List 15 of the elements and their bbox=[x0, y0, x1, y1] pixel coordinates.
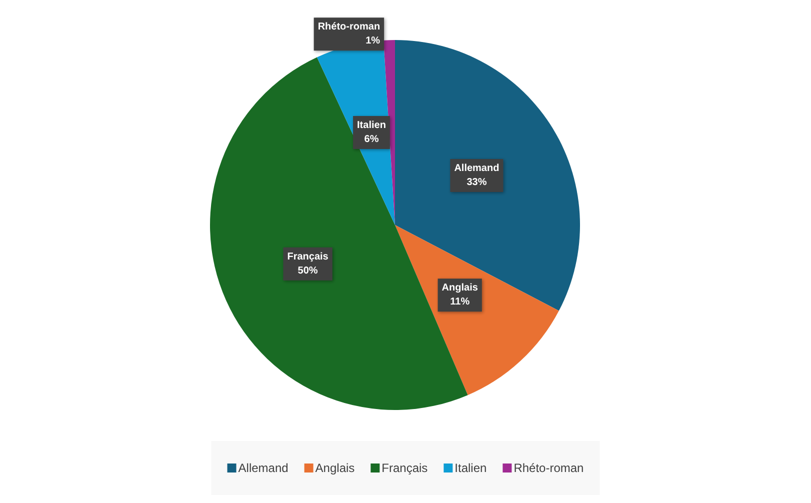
data-label: 11% bbox=[450, 296, 470, 308]
data-label: 1% bbox=[366, 36, 380, 47]
slice-label: Allemand bbox=[454, 163, 500, 174]
slice-label: Italien bbox=[357, 120, 386, 131]
data-label: 33% bbox=[466, 177, 487, 188]
legend-label: Français bbox=[382, 461, 428, 475]
slice-label: Anglais bbox=[442, 282, 478, 294]
legend-label: Allemand bbox=[238, 461, 288, 475]
legend-label: Anglais bbox=[315, 461, 355, 475]
data-label: 50% bbox=[298, 265, 318, 276]
legend-label: Rhéto-roman bbox=[514, 461, 584, 475]
slice-label: Rhéto-roman bbox=[318, 22, 380, 33]
slice-label: Français bbox=[287, 251, 329, 262]
data-label: 6% bbox=[364, 134, 379, 145]
legend-label: Italien bbox=[454, 461, 487, 475]
